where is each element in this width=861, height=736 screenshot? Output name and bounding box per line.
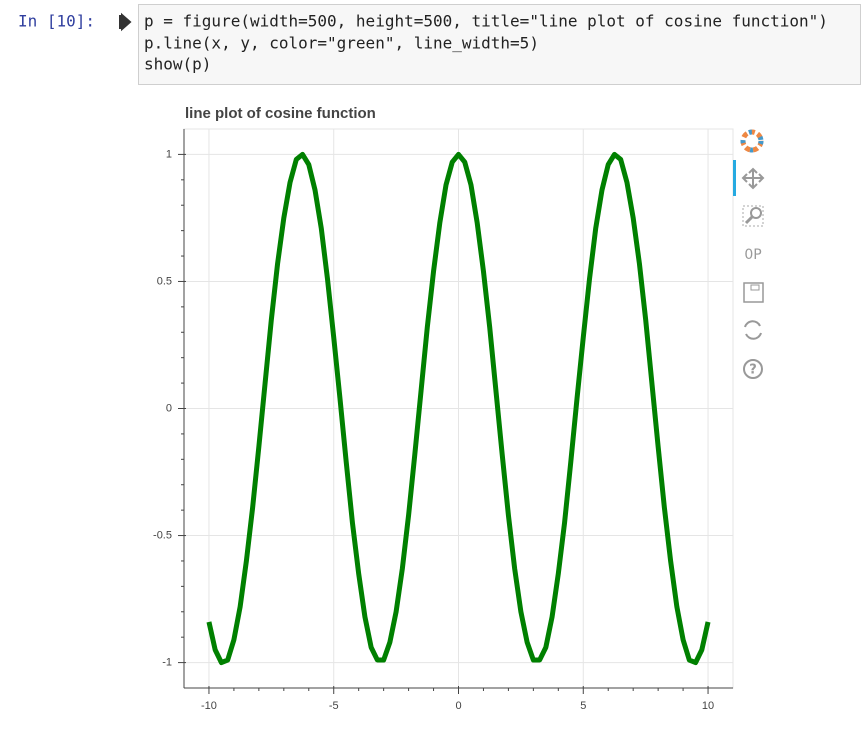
x-tick-label: 10 [702, 700, 714, 712]
code-line: show(p) [144, 55, 211, 74]
y-tick-label: -1 [162, 656, 172, 668]
help-tool[interactable]: ? [743, 359, 763, 379]
code-line: p = figure(width=500, height=500, title=… [144, 12, 828, 31]
x-tick-label: 5 [580, 700, 586, 712]
box-zoom-tool[interactable] [742, 205, 764, 227]
wheel-zoom-tool[interactable]: 0P [744, 247, 761, 263]
y-tick-label: 0 [166, 402, 172, 414]
active-indicator [733, 160, 736, 196]
line-series [206, 151, 711, 666]
code-line: p.line(x, y, color="green", line_width=5… [144, 34, 539, 53]
code-cell[interactable] [138, 4, 861, 85]
chart-title: line plot of cosine function [185, 105, 376, 122]
svg-text:?: ? [749, 363, 757, 378]
x-tick-label: -5 [329, 700, 339, 712]
pan-tool[interactable] [741, 167, 765, 190]
y-tick-label: 1 [166, 148, 172, 160]
toolbar: 0P ? [733, 129, 765, 379]
plot: -1 -0.5 0 0.5 1 -10 -5 0 5 10 [153, 128, 734, 712]
x-tick-label: 0 [455, 700, 461, 712]
cell-prompt: In [10]: [18, 12, 95, 31]
bokeh-logo[interactable] [740, 129, 764, 153]
run-button[interactable] [119, 12, 132, 32]
x-tick-label: -10 [201, 700, 217, 712]
y-tick-label: 0.5 [157, 275, 172, 287]
save-tool[interactable] [743, 282, 764, 303]
reset-tool[interactable] [744, 320, 762, 340]
y-tick-label: -0.5 [153, 529, 172, 541]
